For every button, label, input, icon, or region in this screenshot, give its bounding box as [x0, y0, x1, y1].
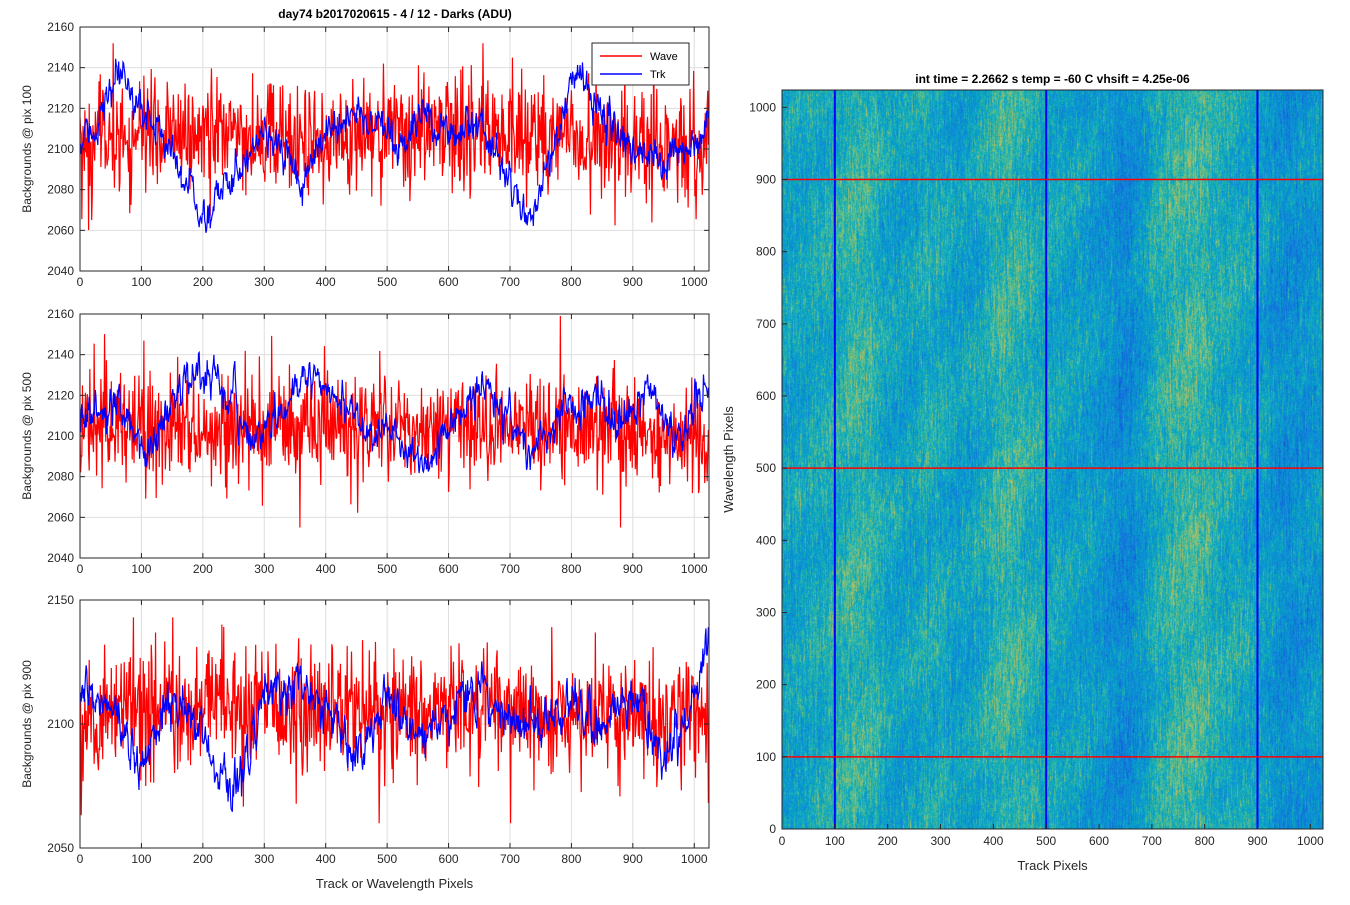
x-tick-label: 900 [623, 852, 643, 866]
series-line-trk [80, 58, 709, 233]
x-tick-label: 600 [439, 275, 459, 289]
x-tick-label: 600 [1089, 834, 1109, 848]
x-tick-label: 700 [500, 852, 520, 866]
y-axis-label: Wavelength Pixels [721, 406, 736, 513]
y-tick-label: 0 [769, 822, 776, 836]
y-tick-label: 2060 [47, 510, 74, 524]
y-tick-label: 2050 [47, 841, 74, 855]
x-tick-label: 1000 [681, 275, 708, 289]
y-tick-label: 600 [756, 389, 776, 403]
x-tick-label: 400 [316, 275, 336, 289]
x-tick-label: 1000 [681, 562, 708, 576]
x-tick-label: 500 [377, 562, 397, 576]
x-axis-label: Track or Wavelength Pixels [316, 876, 474, 891]
y-axis-label: Backgrounds @ pix 100 [20, 85, 34, 213]
y-tick-label: 400 [756, 533, 776, 547]
line-plot-2: 0 100 200 300 400 500 600 700 800 900 1000 2040 2060… [20, 307, 710, 576]
x-tick-label: 900 [1247, 834, 1267, 848]
y-tick-label: 2100 [47, 142, 74, 156]
series-line-trk [80, 350, 709, 474]
legend-box [591, 42, 690, 86]
y-tick-label: 2160 [47, 307, 74, 321]
x-tick-label: 0 [779, 834, 786, 848]
y-tick-label: 200 [756, 678, 776, 692]
x-tick-label: 100 [131, 275, 151, 289]
line-plot-1: 0 100 200 300 400 500 600 700 800 900 1000 2040 2060… [20, 20, 710, 289]
x-tick-label: 900 [623, 275, 643, 289]
x-tick-label: 0 [77, 275, 84, 289]
figure-title: day74 b2017020615 - 4 / 12 - Darks (ADU) [278, 7, 511, 21]
x-tick-label: 300 [930, 834, 950, 848]
x-tick-label: 1000 [1297, 834, 1324, 848]
y-tick-label: 100 [756, 750, 776, 764]
heatmap-title: int time = 2.2662 s temp = -60 C vhsift … [915, 72, 1190, 86]
y-tick-label: 500 [756, 461, 776, 475]
heatmap-image [782, 90, 1323, 829]
x-tick-label: 800 [561, 852, 581, 866]
line-plots-group: 0 100 200 300 400 500 600 700 800 900 100020402060… [20, 20, 710, 891]
x-tick-label: 900 [623, 562, 643, 576]
y-tick-label: 2120 [47, 388, 74, 402]
y-tick-label: 2100 [47, 429, 74, 443]
x-tick-label: 100 [131, 852, 151, 866]
y-tick-label: 2140 [47, 61, 74, 75]
x-tick-label: 800 [1195, 834, 1215, 848]
legend: Wave Trk [591, 42, 690, 86]
x-tick-label: 200 [193, 852, 213, 866]
x-tick-label: 700 [500, 562, 520, 576]
series-line-wave [80, 43, 709, 230]
line-plot-3: 0 100 200 300 400 500 600 700 800 900 1000 2050 2100… [20, 593, 710, 891]
series-line-trk [80, 627, 709, 812]
series-line-wave [80, 617, 709, 824]
legend-label-trk: Trk [650, 69, 666, 81]
x-tick-label: 700 [1142, 834, 1162, 848]
x-tick-label: 300 [254, 852, 274, 866]
x-tick-label: 100 [825, 834, 845, 848]
heatmap-canvas [782, 90, 1323, 829]
y-tick-label: 2060 [47, 223, 74, 237]
y-axis-label: Backgrounds @ pix 900 [20, 660, 34, 788]
x-tick-label: 0 [77, 852, 84, 866]
x-tick-label: 200 [878, 834, 898, 848]
x-tick-label: 400 [316, 562, 336, 576]
y-tick-label: 2080 [47, 183, 74, 197]
x-tick-label: 400 [983, 834, 1003, 848]
y-tick-label: 2150 [47, 593, 74, 607]
y-tick-label: 2040 [47, 264, 74, 278]
y-tick-label: 2160 [47, 20, 74, 34]
x-tick-label: 1000 [681, 852, 708, 866]
heatmap-frame [781, 89, 1324, 830]
x-tick-label: 300 [254, 562, 274, 576]
y-axis-label: Backgrounds @ pix 500 [20, 372, 34, 500]
x-tick-label: 100 [131, 562, 151, 576]
y-tick-label: 300 [756, 605, 776, 619]
y-tick-label: 2080 [47, 470, 74, 484]
x-tick-label: 200 [193, 562, 213, 576]
x-tick-label: 300 [254, 275, 274, 289]
x-tick-label: 800 [561, 562, 581, 576]
y-tick-label: 2040 [47, 551, 74, 565]
y-tick-label: 900 [756, 172, 776, 186]
y-tick-label: 2140 [47, 348, 74, 362]
y-tick-label: 800 [756, 245, 776, 259]
x-tick-label: 500 [377, 275, 397, 289]
y-tick-label: 1000 [749, 100, 776, 114]
x-axis-label: Track Pixels [1017, 858, 1088, 873]
x-tick-label: 200 [193, 275, 213, 289]
legend-label-wave: Wave [650, 51, 678, 63]
x-tick-label: 800 [561, 275, 581, 289]
y-tick-label: 2120 [47, 101, 74, 115]
y-tick-label: 700 [756, 317, 776, 331]
x-tick-label: 600 [439, 852, 459, 866]
x-tick-label: 500 [377, 852, 397, 866]
x-tick-label: 0 [77, 562, 84, 576]
x-tick-label: 500 [1036, 834, 1056, 848]
x-tick-label: 700 [500, 275, 520, 289]
y-tick-label: 2100 [47, 717, 74, 731]
x-tick-label: 600 [439, 562, 459, 576]
heatmap-plot-group: int time = 2.2662 s temp = -60 C vhsift … [721, 72, 1324, 873]
x-tick-label: 400 [316, 852, 336, 866]
